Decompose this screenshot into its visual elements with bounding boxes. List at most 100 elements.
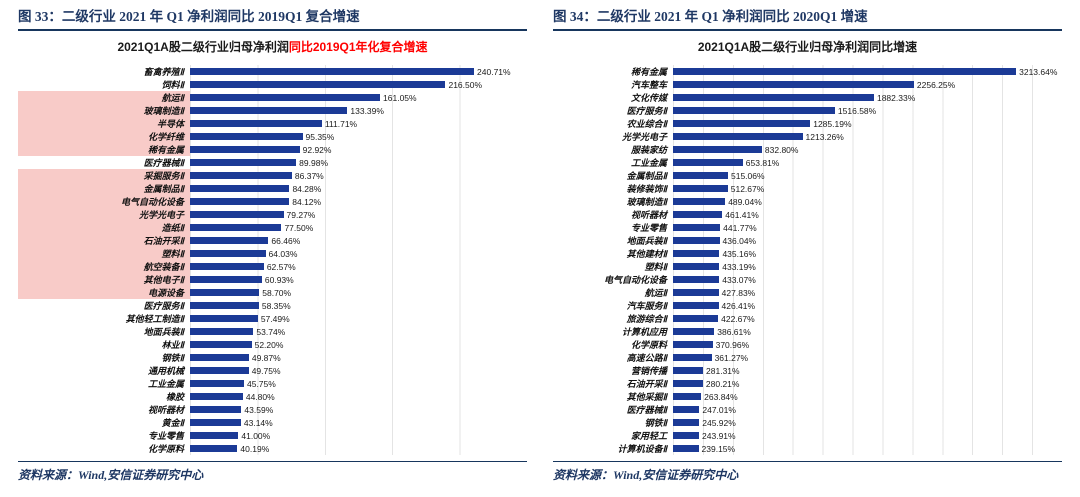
bar — [190, 133, 303, 140]
bar-row: 地面兵装Ⅱ 53.74% — [18, 325, 527, 338]
bar — [190, 315, 258, 322]
bar — [673, 185, 728, 192]
category-label: 通用机械 — [147, 366, 184, 376]
bar-track: 79.27% — [190, 208, 527, 221]
category-label: 文化传媒 — [630, 93, 667, 103]
category-label: 旅游综合Ⅱ — [626, 314, 667, 324]
category-label: 航运Ⅱ — [644, 288, 667, 298]
bar-row: 工业金属 653.81% — [553, 156, 1062, 169]
value-label: 433.19% — [722, 261, 756, 272]
chart-title-right: 2021Q1A股二级行业归母净利润同比增速 — [553, 40, 1062, 54]
value-label: 161.05% — [383, 92, 417, 103]
category-label: 其他电子Ⅱ — [18, 273, 190, 286]
value-label: 245.92% — [702, 417, 736, 428]
bar-track: 84.28% — [190, 182, 527, 195]
category-label: 计算机应用 — [621, 327, 667, 337]
category-label: 医疗器械Ⅱ — [626, 405, 667, 415]
bar-track: 62.57% — [190, 260, 527, 273]
bar — [190, 341, 252, 348]
bar-track: 40.19% — [190, 442, 527, 455]
bar-track: 370.96% — [673, 338, 1062, 351]
bar-track: 239.15% — [673, 442, 1062, 455]
category-label: 医疗器械Ⅱ — [143, 158, 184, 168]
bar-row: 钢铁Ⅱ 49.87% — [18, 351, 527, 364]
bar-row: 计算机设备Ⅱ 239.15% — [553, 442, 1062, 455]
bar-track: 461.41% — [673, 208, 1062, 221]
category-label: 其他轻工制造Ⅱ — [125, 314, 184, 324]
bar-track: 386.61% — [673, 325, 1062, 338]
bar-row: 石油开采Ⅱ 280.21% — [553, 377, 1062, 390]
bar-row: 电气自动化设备 433.07% — [553, 273, 1062, 286]
bar — [190, 289, 260, 296]
category-label: 地面兵装Ⅱ — [143, 327, 184, 337]
chart-title-left-black: 2021Q1A股二级行业归母净利润 — [117, 40, 289, 54]
bar-row: 半导体 111.71% — [18, 117, 527, 130]
source-note: 资料来源：Wind,安信证券研究中心 — [18, 468, 204, 482]
figure-33-footer: 资料来源：Wind,安信证券研究中心 — [18, 461, 527, 483]
bar — [190, 172, 292, 179]
bar — [190, 263, 264, 270]
value-label: 422.67% — [721, 313, 755, 324]
bar-row: 汽车服务Ⅱ 426.41% — [553, 299, 1062, 312]
bar — [673, 68, 1017, 75]
bar — [190, 146, 300, 153]
bar-row: 石油开采Ⅱ 66.46% — [18, 234, 527, 247]
bar-track: 515.06% — [673, 169, 1062, 182]
bar — [673, 224, 721, 231]
bar — [673, 289, 719, 296]
category-label: 钢铁Ⅱ — [161, 353, 184, 363]
value-label: 216.50% — [448, 79, 483, 90]
bar-track: 433.07% — [673, 273, 1062, 286]
bar — [190, 81, 446, 88]
bar-track: 66.46% — [190, 234, 527, 247]
bar — [190, 159, 297, 166]
category-label: 畜禽养殖Ⅱ — [143, 67, 184, 77]
value-label: 77.50% — [284, 222, 314, 233]
bar-track: 44.80% — [190, 390, 527, 403]
bar — [673, 159, 743, 166]
bar — [673, 315, 719, 322]
value-label: 489.04% — [728, 196, 762, 207]
category-label: 塑料Ⅱ — [18, 247, 190, 260]
figure-33-header: 图 33：二级行业 2021 年 Q1 净利润同比 2019Q1 复合增速 — [18, 8, 527, 31]
bar-row: 专业零售 441.77% — [553, 221, 1062, 234]
bar — [190, 250, 266, 257]
chart-title-left: 2021Q1A股二级行业归母净利润同比2019Q1年化复合增速 — [18, 40, 527, 54]
bar — [190, 211, 284, 218]
category-label: 汽车整车 — [630, 80, 667, 90]
category-label: 专业零售 — [630, 223, 667, 233]
bar-row: 金属制品Ⅱ 515.06% — [553, 169, 1062, 182]
bar-row: 地面兵装Ⅱ 436.04% — [553, 234, 1062, 247]
value-label: 60.93% — [264, 274, 294, 285]
bar-row: 营销传播 281.31% — [553, 364, 1062, 377]
category-label: 玻璃制造Ⅱ — [626, 197, 667, 207]
value-label: 95.35% — [305, 131, 335, 142]
category-label: 装修装饰Ⅱ — [626, 184, 667, 194]
category-label: 电气自动化设备 — [603, 275, 667, 285]
bar — [190, 380, 244, 387]
category-label: 其他建材Ⅱ — [626, 249, 667, 259]
bar-track: 247.01% — [673, 403, 1062, 416]
bar — [190, 107, 348, 114]
value-label: 263.84% — [704, 391, 738, 402]
bar-row: 塑料Ⅱ 433.19% — [553, 260, 1062, 273]
value-label: 43.14% — [243, 417, 273, 428]
bar — [190, 68, 475, 75]
bar — [673, 406, 700, 413]
bar-track: 49.87% — [190, 351, 527, 364]
bar-track: 95.35% — [190, 130, 527, 143]
bar-track: 216.50% — [190, 78, 527, 91]
bar-track: 436.04% — [673, 234, 1062, 247]
bar-track: 64.03% — [190, 247, 527, 260]
value-label: 1882.33% — [876, 92, 916, 103]
category-label: 稀有金属 — [18, 143, 190, 156]
bar-row: 医疗器械Ⅱ 247.01% — [553, 403, 1062, 416]
bar-row: 航运Ⅱ 427.83% — [553, 286, 1062, 299]
bar-row: 造纸Ⅱ 77.50% — [18, 221, 527, 234]
bar-track: 52.20% — [190, 338, 527, 351]
category-label: 视听器材 — [630, 210, 667, 220]
bar — [190, 432, 239, 439]
value-label: 89.98% — [299, 157, 329, 168]
category-label: 工业金属 — [147, 379, 184, 389]
category-label: 化学原料 — [147, 444, 184, 454]
